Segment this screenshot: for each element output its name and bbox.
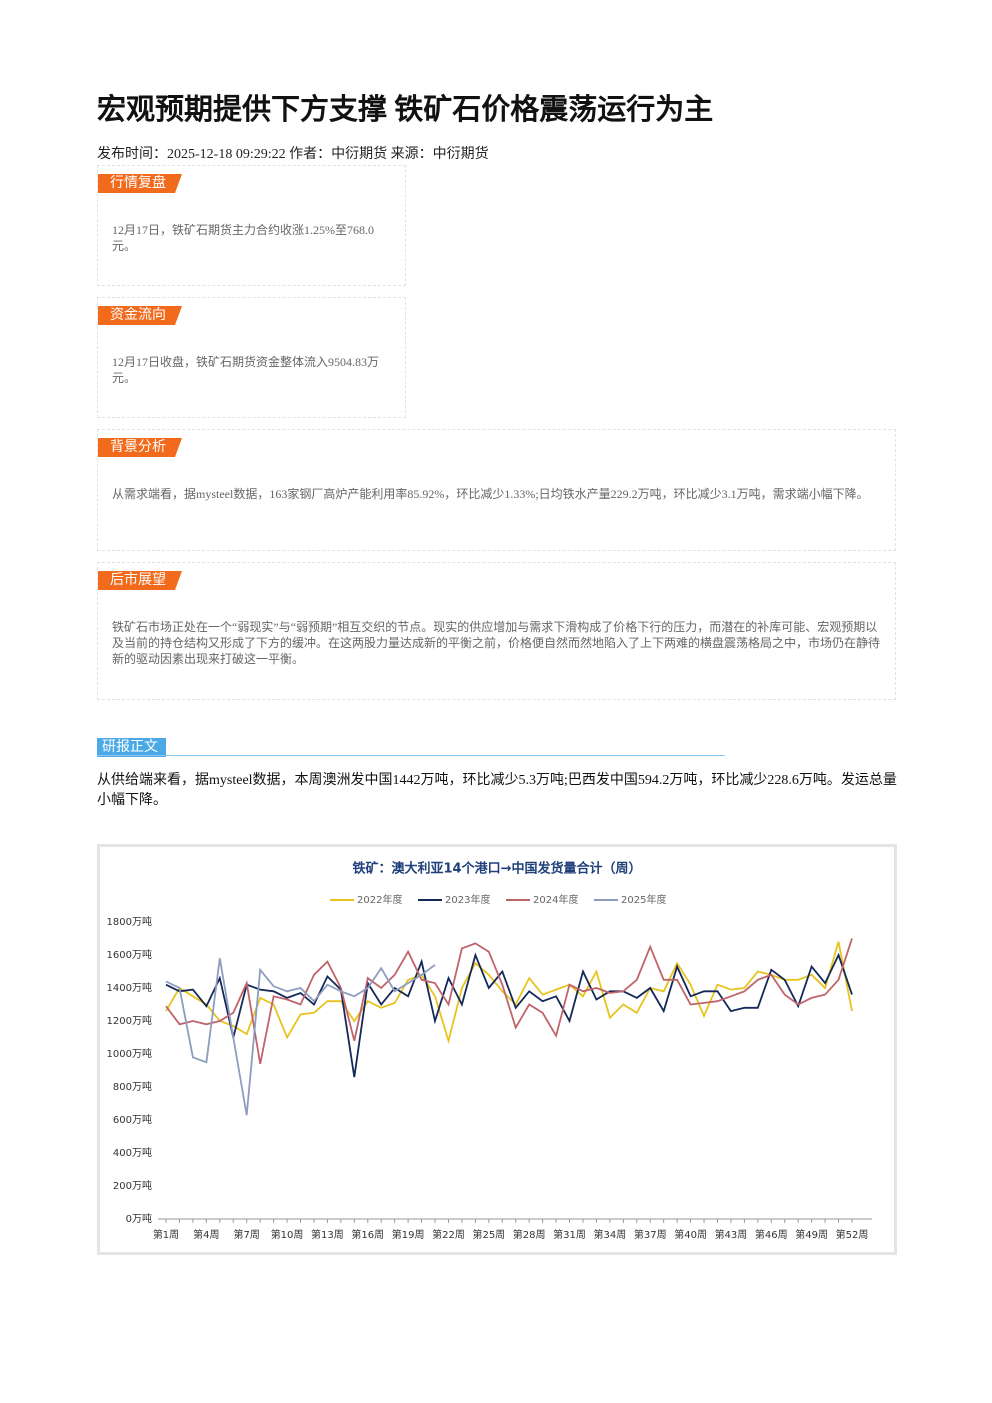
- y-tick-label: 600万吨: [113, 1113, 152, 1126]
- series-line: [165, 958, 436, 1116]
- x-tick-label: 第19周: [392, 1228, 425, 1241]
- x-tick-label: 第13周: [311, 1228, 344, 1241]
- meta: 发布时间：2025-12-18 09:29:22 作者：中衍期货 来源：中衍期货: [97, 147, 489, 162]
- y-tick-label: 1800万吨: [107, 915, 152, 928]
- section-tag: 行情复盘: [98, 174, 182, 193]
- x-tick-label: 第37周: [634, 1228, 667, 1241]
- title: 宏观预期提供下方支撑 铁矿石价格震荡运行为主: [97, 94, 714, 126]
- x-tick-label: 第22周: [432, 1228, 465, 1241]
- section-text: 12月17日收盘，铁矿石期货资金整体流入9504.83万元。: [112, 355, 380, 385]
- y-tick-label: 1600万吨: [107, 948, 152, 961]
- section-text: 铁矿石市场正处在一个“弱现实”与“弱预期”相互交织的节点。现实的供应增加与需求下…: [112, 620, 881, 666]
- x-tick-label: 第10周: [271, 1228, 304, 1241]
- section-tag: 背景分析: [98, 438, 182, 457]
- legend-label: 2023年度: [445, 893, 490, 906]
- x-tick-label: 第52周: [836, 1228, 869, 1241]
- chart-frame: 铁矿：澳大利亚14个港口→中国发货量合计（周） 0万吨 200万吨 400万吨 600…: [97, 844, 897, 1255]
- series-line: [165, 952, 853, 1078]
- y-tick-label: 1200万吨: [107, 1014, 152, 1027]
- x-tick-label: 第43周: [715, 1228, 748, 1241]
- x-tick-label: 第34周: [594, 1228, 627, 1241]
- x-tick-label: 第46周: [755, 1228, 788, 1241]
- legend-label: 2024年度: [533, 893, 578, 906]
- x-tick-label: 第4周: [193, 1228, 219, 1241]
- section-text: 12月17日，铁矿石期货主力合约收涨1.25%至768.0元。: [112, 223, 374, 253]
- x-tick-label: 第16周: [351, 1228, 384, 1241]
- body-text: 从供给端来看，据mysteel数据，本周澳洲发中国1442万吨，环比减少5.3万…: [97, 773, 897, 808]
- chart-title: 铁矿：澳大利亚14个港口→中国发货量合计（周）: [352, 861, 642, 877]
- x-tick-label: 第28周: [513, 1228, 546, 1241]
- y-tick-label: 1400万吨: [107, 981, 152, 994]
- x-tick-label: 第1周: [153, 1228, 179, 1241]
- y-tick-label: 1000万吨: [107, 1047, 152, 1060]
- x-tick-label: 第49周: [795, 1228, 828, 1241]
- chart: 铁矿：澳大利亚14个港口→中国发货量合计（周） 0万吨 200万吨 400万吨 600…: [107, 861, 872, 1241]
- divider: [97, 755, 725, 756]
- y-tick-label: 0万吨: [126, 1212, 152, 1225]
- x-tick-label: 第25周: [472, 1228, 505, 1241]
- series-line: [165, 941, 853, 1045]
- section-tag: 后市展望: [98, 571, 182, 590]
- y-tick-label: 800万吨: [113, 1080, 152, 1093]
- legend-label: 2022年度: [357, 893, 402, 906]
- section: 行情复盘 12月17日，铁矿石期货主力合约收涨1.25%至768.0元。: [97, 165, 406, 286]
- y-tick-label: 400万吨: [113, 1146, 152, 1159]
- x-tick-label: 第40周: [674, 1228, 707, 1241]
- y-tick-label: 200万吨: [113, 1179, 152, 1192]
- section: 后市展望 铁矿石市场正处在一个“弱现实”与“弱预期”相互交织的节点。现实的供应增…: [97, 562, 896, 700]
- legend-label: 2025年度: [621, 893, 666, 906]
- x-tick-label: 第7周: [234, 1228, 260, 1241]
- series-line: [165, 938, 853, 1065]
- section: 资金流向 12月17日收盘，铁矿石期货资金整体流入9504.83万元。: [97, 297, 406, 418]
- body-tag: 研报正文: [97, 738, 166, 757]
- section-tag: 资金流向: [98, 306, 182, 325]
- section-text: 从需求端看，据mysteel数据，163家钢厂高炉产能利用率85.92%，环比减…: [112, 487, 869, 501]
- x-tick-label: 第31周: [553, 1228, 586, 1241]
- section: 背景分析 从需求端看，据mysteel数据，163家钢厂高炉产能利用率85.92…: [97, 429, 896, 551]
